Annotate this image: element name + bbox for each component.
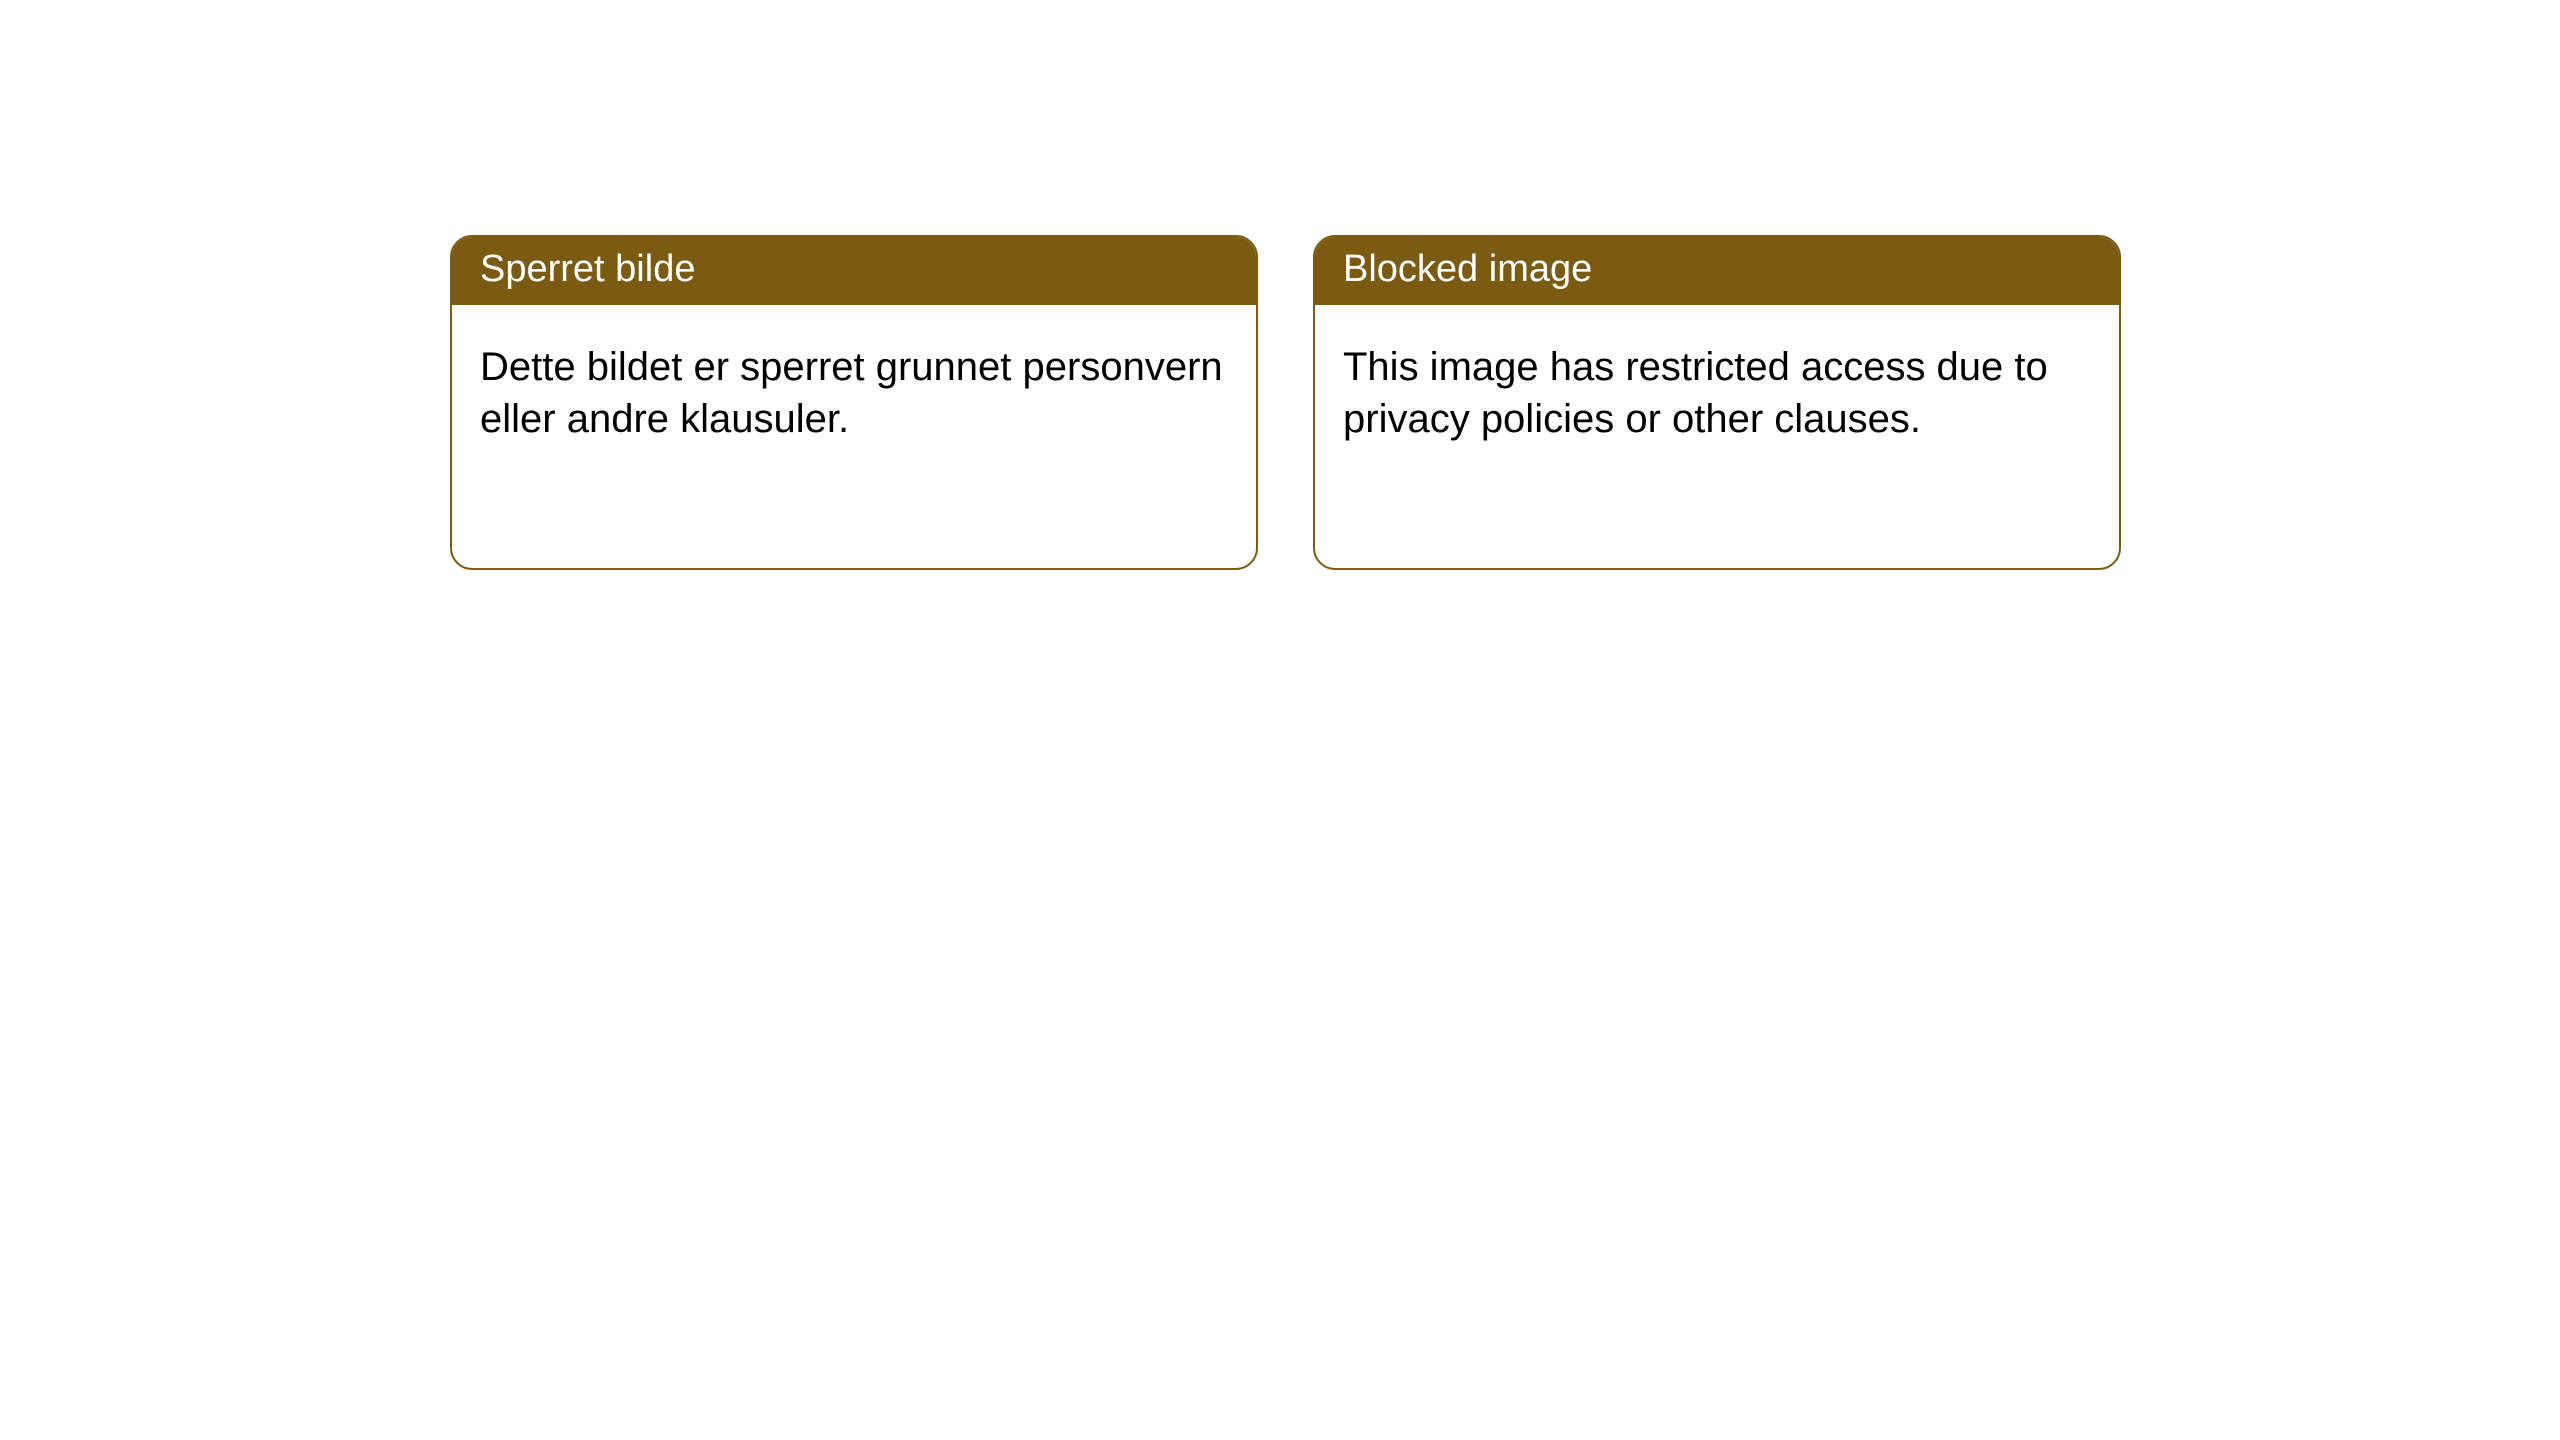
notice-container: Sperret bilde Dette bildet er sperret gr… [0,0,2560,570]
notice-card-body: This image has restricted access due to … [1315,305,2119,473]
notice-card-body: Dette bildet er sperret grunnet personve… [452,305,1256,473]
notice-card-header: Sperret bilde [452,237,1256,305]
notice-card-english: Blocked image This image has restricted … [1313,235,2121,570]
notice-card-header: Blocked image [1315,237,2119,305]
notice-card-norwegian: Sperret bilde Dette bildet er sperret gr… [450,235,1258,570]
